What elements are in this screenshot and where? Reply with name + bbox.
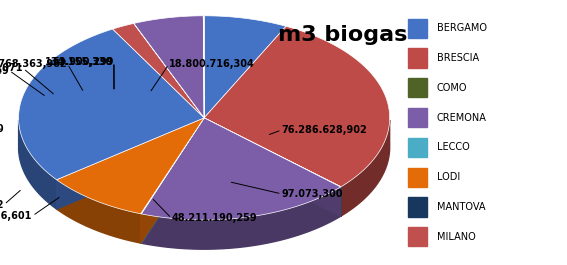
Text: MILANO: MILANO <box>437 232 476 242</box>
Polygon shape <box>57 180 141 243</box>
Polygon shape <box>134 16 204 118</box>
Polygon shape <box>141 118 204 243</box>
Bar <box>408 168 428 187</box>
Text: 149.856,601: 149.856,601 <box>0 211 32 221</box>
Text: 53.900,299: 53.900,299 <box>53 57 114 67</box>
Bar <box>408 227 428 246</box>
Bar <box>408 108 428 127</box>
Text: 5.191.491,949: 5.191.491,949 <box>0 65 9 76</box>
Polygon shape <box>141 187 341 249</box>
Text: BERGAMO: BERGAMO <box>437 23 487 33</box>
Text: 76.286.628,902: 76.286.628,902 <box>282 125 367 135</box>
Text: 70.189.152,370: 70.189.152,370 <box>0 124 4 134</box>
Polygon shape <box>204 16 286 118</box>
Text: m3 biogas: m3 biogas <box>278 25 407 45</box>
Text: 18.800.716,304: 18.800.716,304 <box>169 59 255 69</box>
Polygon shape <box>141 118 204 243</box>
Polygon shape <box>57 118 204 214</box>
Text: 46.174,071: 46.174,071 <box>0 63 23 73</box>
Polygon shape <box>204 118 341 187</box>
Text: COMO: COMO <box>437 83 467 93</box>
Text: BRESCIA: BRESCIA <box>437 53 479 63</box>
Text: 134.155,330: 134.155,330 <box>45 57 113 67</box>
Polygon shape <box>204 26 390 187</box>
Polygon shape <box>204 118 341 216</box>
Polygon shape <box>341 120 390 216</box>
Polygon shape <box>57 118 204 209</box>
Polygon shape <box>57 118 204 209</box>
Text: 48.211.190,259: 48.211.190,259 <box>172 213 257 223</box>
Polygon shape <box>19 29 204 180</box>
Polygon shape <box>204 118 341 216</box>
Polygon shape <box>204 118 341 216</box>
Polygon shape <box>134 23 204 118</box>
Text: 23.461.315,072: 23.461.315,072 <box>0 200 4 210</box>
Polygon shape <box>113 23 204 118</box>
Polygon shape <box>141 118 204 243</box>
Polygon shape <box>19 120 57 209</box>
Bar <box>408 19 428 38</box>
Text: LODI: LODI <box>437 172 460 182</box>
Text: MANTOVA: MANTOVA <box>437 202 485 212</box>
Polygon shape <box>141 118 204 214</box>
Polygon shape <box>141 118 204 243</box>
Bar <box>408 197 428 217</box>
Text: 97.073,300: 97.073,300 <box>282 189 343 199</box>
Polygon shape <box>204 118 341 216</box>
Text: CREMONA: CREMONA <box>437 113 486 123</box>
Text: LECCO: LECCO <box>437 142 469 152</box>
Bar <box>408 48 428 68</box>
Polygon shape <box>141 118 341 220</box>
Bar <box>408 138 428 157</box>
Text: 15.768.363,962: 15.768.363,962 <box>0 59 67 69</box>
Bar <box>408 78 428 97</box>
